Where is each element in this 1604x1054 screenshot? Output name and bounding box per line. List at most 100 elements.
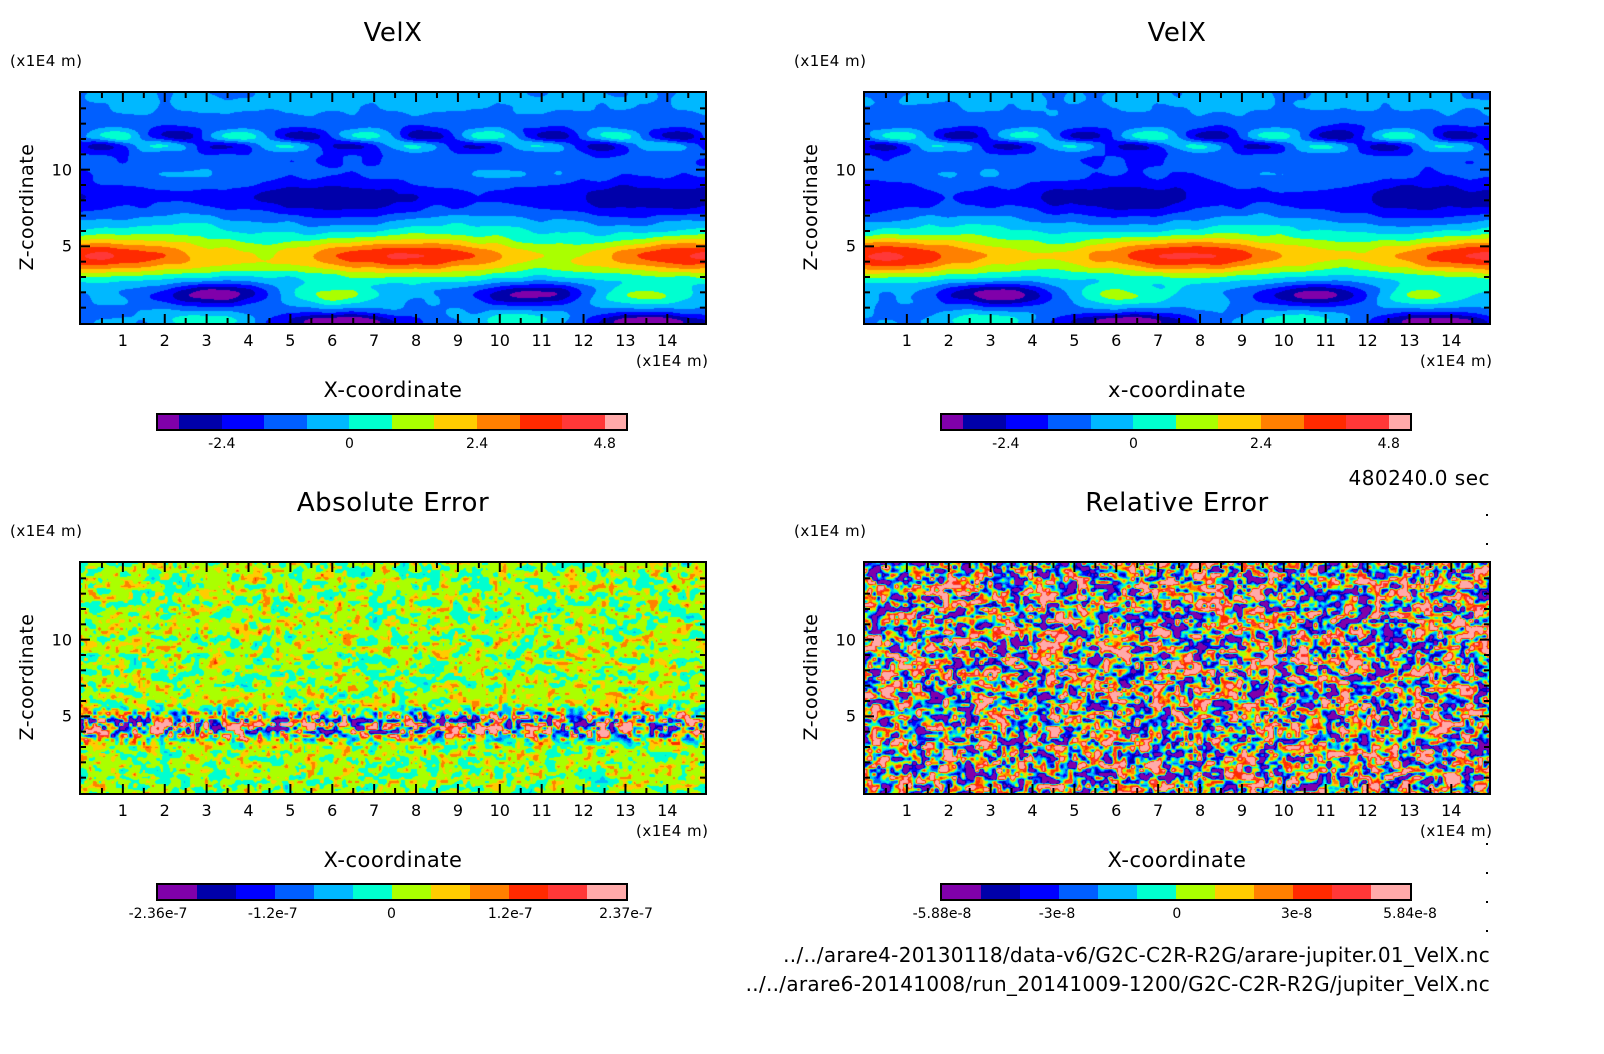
x-tick-label: 5 — [285, 331, 296, 350]
y-axis-label: Z-coordinate — [16, 613, 38, 741]
colorbar-segment — [1260, 415, 1304, 429]
x-tick-label: 1 — [117, 801, 128, 820]
y-axis-label: Z-coordinate — [800, 143, 822, 271]
colorbar-segment — [1388, 415, 1410, 429]
x-tick-label: 11 — [1315, 801, 1336, 820]
x-tick-label: 6 — [327, 331, 338, 350]
colorbar-tick-label: -3e-8 — [1038, 906, 1076, 922]
decoration-dot — [1486, 543, 1488, 545]
colorbar-tick-label: 2.4 — [465, 436, 489, 452]
x-tick-label: 14 — [657, 801, 678, 820]
x-tick-label: 7 — [369, 331, 380, 350]
decoration-dot — [1486, 930, 1488, 932]
x-tick-label: 2 — [159, 331, 170, 350]
colorbar-segment — [980, 885, 1020, 899]
x-tick-label: 9 — [452, 331, 463, 350]
x-tick-label: 12 — [1357, 331, 1378, 350]
plot-area — [863, 561, 1491, 795]
x-tick-label: 10 — [1273, 331, 1294, 350]
x-tick-label: 14 — [657, 331, 678, 350]
x-tick-label: 11 — [531, 801, 552, 820]
decoration-dot — [1486, 872, 1488, 874]
x-tick-label: 4 — [1027, 801, 1038, 820]
x-tick-label: 13 — [615, 331, 636, 350]
heatmap-canvas — [81, 93, 705, 323]
y-tick-label: 5 — [845, 706, 856, 726]
colorbar-tick-label: 0 — [1128, 436, 1138, 452]
tick-marks — [865, 93, 1489, 323]
x-tick-label: 9 — [452, 801, 463, 820]
colorbar-segment — [196, 885, 236, 899]
x-tick-label: 14 — [1441, 331, 1462, 350]
x-tick-label: 12 — [1357, 801, 1378, 820]
colorbar-segment — [313, 885, 353, 899]
x-tick-label: 3 — [985, 331, 996, 350]
time-label: 480240.0 sec — [1348, 466, 1490, 490]
colorbar-segment — [1218, 415, 1261, 429]
colorbar-tick-label: -2.36e-7 — [128, 906, 188, 922]
colorbar-segment — [1175, 415, 1219, 429]
panel-velx-b: VelX (x1E4 m) Z-coordinate 1 2 3 4 5 6 7 8 9 10 11 12 1… — [784, 0, 1564, 470]
y-tick-label: 10 — [51, 630, 72, 650]
colorbar-segment — [391, 885, 431, 899]
colorbar-segment — [158, 885, 197, 899]
x-tick-label: 4 — [1027, 331, 1038, 350]
y-tick-label: 10 — [835, 160, 856, 180]
colorbar-segment — [1370, 885, 1410, 899]
x-tick-label: 1 — [117, 331, 128, 350]
colorbar-segment — [306, 415, 350, 429]
x-tick-label: 7 — [369, 801, 380, 820]
colorbar-segment — [274, 885, 314, 899]
colorbar-segment — [519, 415, 563, 429]
colorbar-tick-label: 3e-8 — [1280, 906, 1313, 922]
x-tick-label: 13 — [1399, 331, 1420, 350]
colorbar-segment — [179, 415, 222, 429]
x-tick-label: 1 — [901, 801, 912, 820]
colorbar-segment — [1090, 415, 1134, 429]
x-tick-label: 14 — [1441, 801, 1462, 820]
x-tick-label: 13 — [1399, 801, 1420, 820]
colorbar-segment — [562, 415, 605, 429]
colorbar-segment — [508, 885, 548, 899]
colorbar-segment — [604, 415, 626, 429]
x-unit-label: (x1E4 m) — [1420, 352, 1493, 370]
colorbar-tick-label: 0 — [344, 436, 354, 452]
colorbar-tick-label: 2.37e-7 — [599, 906, 653, 922]
x-tick-label: 8 — [1194, 801, 1206, 820]
y-unit-label: (x1E4 m) — [10, 522, 83, 540]
x-tick-label: 2 — [159, 801, 170, 820]
y-axis-label: Z-coordinate — [800, 613, 822, 741]
x-tick-label: 3 — [201, 801, 212, 820]
plot-area — [79, 561, 707, 795]
colorbar-segment — [430, 885, 470, 899]
chart-title: VelX — [363, 18, 423, 48]
colorbar-segment — [434, 415, 477, 429]
colorbar-segment — [1133, 415, 1176, 429]
file-path-1: ../../arare4-20130118/data-v6/G2C-C2R-R2… — [783, 943, 1490, 967]
x-unit-label: (x1E4 m) — [636, 822, 709, 840]
colorbar-segment — [1214, 885, 1254, 899]
colorbar-segment — [1346, 415, 1389, 429]
x-tick-label: 9 — [1236, 331, 1247, 350]
chart-title: Relative Error — [1085, 488, 1269, 518]
colorbar-tick-label: -5.88e-8 — [912, 906, 972, 922]
colorbar-tick-label: 2.4 — [1249, 436, 1273, 452]
colorbar-segment — [1175, 885, 1215, 899]
colorbar-segment — [1331, 885, 1371, 899]
x-tick-label: 10 — [489, 801, 510, 820]
x-tick-label: 12 — [573, 331, 594, 350]
y-tick-label: 10 — [51, 160, 72, 180]
colorbar-tick-label: 1.2e-7 — [487, 906, 533, 922]
panel-velx-a: VelX (x1E4 m) Z-coordinate 1 2 3 4 5 6 7 8 9 10 11 12 1… — [0, 0, 780, 470]
colorbar-tick-label: -1.2e-7 — [247, 906, 298, 922]
panel-rel-error: Relative Error (x1E4 m) Z-coordinate 1 2 3 4 5 6… — [784, 470, 1564, 940]
x-tick-label: 6 — [327, 801, 338, 820]
panel-abs-error: Absolute Error (x1E4 m) Z-coordinate 1 2 3 4 5 6… — [0, 470, 780, 940]
colorbar-segment — [235, 885, 275, 899]
x-tick-label: 8 — [410, 331, 422, 350]
x-tick-label: 13 — [615, 801, 636, 820]
heatmap-canvas — [865, 93, 1489, 323]
y-tick-label: 5 — [845, 236, 856, 256]
y-tick-label: 5 — [61, 236, 72, 256]
colorbar-segment — [264, 415, 307, 429]
